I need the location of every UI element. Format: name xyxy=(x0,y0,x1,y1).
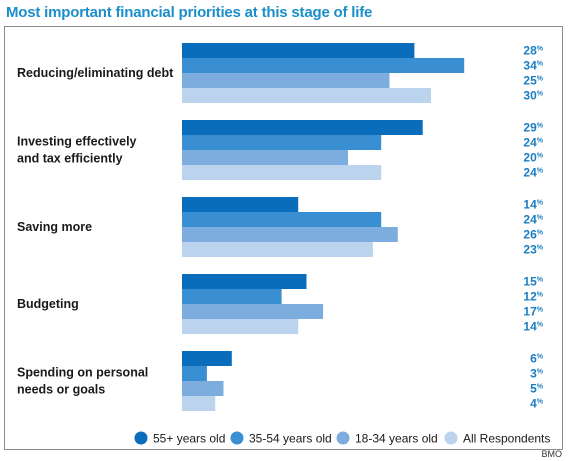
data-label: 3% xyxy=(530,367,544,381)
legend-marker xyxy=(230,431,244,445)
bar xyxy=(182,88,431,103)
legend-marker xyxy=(336,431,350,445)
category-label: and tax efficiently xyxy=(17,152,123,166)
chart-frame xyxy=(4,26,563,450)
data-label: 12% xyxy=(523,290,543,304)
legend-marker xyxy=(444,431,458,445)
data-label: 6% xyxy=(530,352,544,366)
data-label: 24% xyxy=(523,166,543,180)
data-label: 30% xyxy=(523,89,543,103)
data-label: 20% xyxy=(523,151,543,165)
bar xyxy=(182,43,415,58)
category-label: Reducing/eliminating debt xyxy=(17,66,174,80)
data-label: 23% xyxy=(523,243,543,257)
bar xyxy=(182,242,373,257)
data-label: 26% xyxy=(523,228,543,242)
data-label: 28% xyxy=(523,44,543,58)
category-label: needs or goals xyxy=(17,383,105,397)
data-label: 14% xyxy=(523,320,543,334)
bar xyxy=(182,366,207,381)
source-label: BMO xyxy=(541,449,562,459)
legend-label: All Respondents xyxy=(463,432,550,446)
bar xyxy=(182,212,382,227)
bar xyxy=(182,304,324,319)
legend-label: 18-34 years old xyxy=(355,432,438,446)
category-label: Investing effectively xyxy=(17,135,137,149)
bar xyxy=(182,289,282,304)
bar xyxy=(182,58,465,73)
category-label: Saving more xyxy=(17,220,92,234)
data-label: 29% xyxy=(523,121,543,135)
bar xyxy=(182,197,299,212)
legend-marker xyxy=(134,431,148,445)
bar xyxy=(182,73,390,88)
data-label: 25% xyxy=(523,74,543,88)
bar xyxy=(182,120,423,135)
legend-label: 55+ years old xyxy=(153,432,225,446)
bar xyxy=(182,150,348,165)
bar xyxy=(182,396,216,411)
bar xyxy=(182,381,224,396)
data-label: 4% xyxy=(530,397,544,411)
data-label: 14% xyxy=(523,198,543,212)
data-label: 5% xyxy=(530,382,544,396)
bar xyxy=(182,165,382,180)
data-label: 17% xyxy=(523,305,543,319)
bar xyxy=(182,274,307,289)
data-label: 34% xyxy=(523,59,543,73)
bar xyxy=(182,227,398,242)
legend-label: 35-54 years old xyxy=(249,432,332,446)
data-label: 15% xyxy=(523,275,543,289)
bar xyxy=(182,135,382,150)
category-label: Budgeting xyxy=(17,297,79,311)
data-label: 24% xyxy=(523,213,543,227)
category-label: Spending on personal xyxy=(17,366,148,380)
chart-title: Most important financial priorities at t… xyxy=(6,4,373,21)
bar xyxy=(182,351,232,366)
data-label: 24% xyxy=(523,136,543,150)
bar xyxy=(182,319,299,334)
